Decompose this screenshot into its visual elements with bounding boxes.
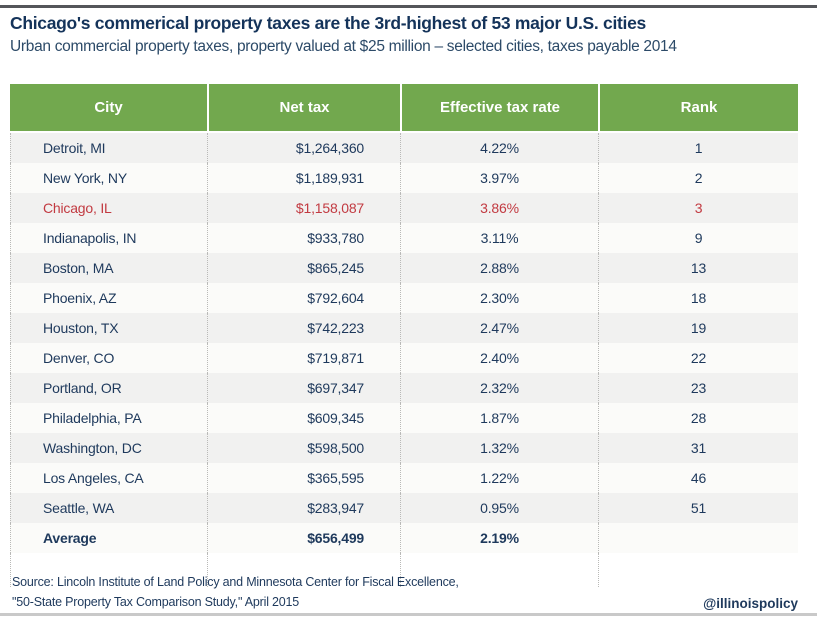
cell-rank: 28 [598, 403, 798, 433]
cell-net-tax: $365,595 [207, 463, 400, 493]
cell-city: Indianapolis, IN [10, 223, 207, 253]
cell-city: Los Angeles, CA [10, 463, 207, 493]
source-line-1: Source: Lincoln Institute of Land Policy… [12, 575, 459, 589]
cell-net-tax: $933,780 [207, 223, 400, 253]
cell-effective-tax-rate: 3.97% [400, 163, 598, 193]
source-line-2: "50-State Property Tax Comparison Study,… [12, 595, 300, 609]
cell-effective-tax-rate: 4.22% [400, 133, 598, 163]
cell-net-tax: $609,345 [207, 403, 400, 433]
table-row: New York, NY $1,189,931 3.97% 2 [10, 163, 798, 193]
cell-city: Philadelphia, PA [10, 403, 207, 433]
table-row: Average $656,499 2.19% [10, 523, 798, 553]
table-row: Phoenix, AZ $792,604 2.30% 18 [10, 283, 798, 313]
cell-city: Washington, DC [10, 433, 207, 463]
cell-city: Denver, CO [10, 343, 207, 373]
table-row: Washington, DC $598,500 1.32% 31 [10, 433, 798, 463]
cell-rank: 3 [598, 193, 798, 223]
cell-effective-tax-rate: 0.95% [400, 493, 598, 523]
cell-rank: 2 [598, 163, 798, 193]
cell-effective-tax-rate: 1.32% [400, 433, 598, 463]
cell-rank: 18 [598, 283, 798, 313]
table-row: Seattle, WA $283,947 0.95% 51 [10, 493, 798, 523]
column-header-net-tax: Net tax [207, 84, 400, 133]
property-tax-table: City Net tax Effective tax rate Rank Det… [10, 84, 798, 553]
footer: Source: Lincoln Institute of Land Policy… [12, 572, 798, 612]
column-header-rank: Rank [598, 84, 798, 133]
cell-city: Seattle, WA [10, 493, 207, 523]
table-row: Boston, MA $865,245 2.88% 13 [10, 253, 798, 283]
cell-rank [598, 523, 798, 553]
cell-city: Boston, MA [10, 253, 207, 283]
cell-net-tax: $598,500 [207, 433, 400, 463]
column-header-effective-tax-rate: Effective tax rate [400, 84, 598, 133]
cell-rank: 19 [598, 313, 798, 343]
cell-rank: 22 [598, 343, 798, 373]
cell-city: Chicago, IL [10, 193, 207, 223]
header-row: City Net tax Effective tax rate Rank [10, 84, 798, 133]
table-row: Indianapolis, IN $933,780 3.11% 9 [10, 223, 798, 253]
cell-city: Portland, OR [10, 373, 207, 403]
table-row: Philadelphia, PA $609,345 1.87% 28 [10, 403, 798, 433]
cell-rank: 31 [598, 433, 798, 463]
table-row: Portland, OR $697,347 2.32% 23 [10, 373, 798, 403]
cell-city: Detroit, MI [10, 133, 207, 163]
cell-city: Average [10, 523, 207, 553]
table-row: Detroit, MI $1,264,360 4.22% 1 [10, 133, 798, 163]
cell-net-tax: $1,158,087 [207, 193, 400, 223]
cell-rank: 46 [598, 463, 798, 493]
dotted-column-rule [598, 553, 599, 587]
cell-net-tax: $283,947 [207, 493, 400, 523]
cell-rank: 23 [598, 373, 798, 403]
dotted-column-rule [400, 553, 401, 587]
twitter-handle: @illinoispolicy [703, 596, 798, 611]
cell-rank: 13 [598, 253, 798, 283]
table-header: City Net tax Effective tax rate Rank [10, 84, 798, 133]
table-row: Houston, TX $742,223 2.47% 19 [10, 313, 798, 343]
cell-rank: 9 [598, 223, 798, 253]
cell-net-tax: $656,499 [207, 523, 400, 553]
cell-effective-tax-rate: 2.30% [400, 283, 598, 313]
cell-effective-tax-rate: 2.32% [400, 373, 598, 403]
source-note: Source: Lincoln Institute of Land Policy… [12, 572, 459, 612]
dotted-column-rule [10, 553, 11, 587]
cell-effective-tax-rate: 2.88% [400, 253, 598, 283]
cell-effective-tax-rate: 1.87% [400, 403, 598, 433]
table-row: Denver, CO $719,871 2.40% 22 [10, 343, 798, 373]
cell-city: Houston, TX [10, 313, 207, 343]
top-rule [0, 5, 817, 8]
column-header-city: City [10, 84, 207, 133]
bottom-rule [0, 613, 817, 616]
chart-subtitle: Urban commercial property taxes, propert… [10, 38, 677, 55]
cell-net-tax: $792,604 [207, 283, 400, 313]
cell-net-tax: $697,347 [207, 373, 400, 403]
table-body: Detroit, MI $1,264,360 4.22% 1 New York, NY $… [10, 133, 798, 553]
cell-net-tax: $742,223 [207, 313, 400, 343]
cell-net-tax: $865,245 [207, 253, 400, 283]
cell-effective-tax-rate: 1.22% [400, 463, 598, 493]
cell-city: Phoenix, AZ [10, 283, 207, 313]
cell-net-tax: $1,264,360 [207, 133, 400, 163]
table-row: Los Angeles, CA $365,595 1.22% 46 [10, 463, 798, 493]
cell-effective-tax-rate: 2.40% [400, 343, 598, 373]
cell-rank: 1 [598, 133, 798, 163]
cell-effective-tax-rate: 2.47% [400, 313, 598, 343]
cell-city: New York, NY [10, 163, 207, 193]
cell-effective-tax-rate: 2.19% [400, 523, 598, 553]
chart-title: Chicago's commerical property taxes are … [10, 13, 646, 33]
cell-net-tax: $1,189,931 [207, 163, 400, 193]
cell-effective-tax-rate: 3.11% [400, 223, 598, 253]
cell-rank: 51 [598, 493, 798, 523]
dotted-column-rule [207, 553, 208, 587]
table-row: Chicago, IL $1,158,087 3.86% 3 [10, 193, 798, 223]
cell-effective-tax-rate: 3.86% [400, 193, 598, 223]
cell-net-tax: $719,871 [207, 343, 400, 373]
